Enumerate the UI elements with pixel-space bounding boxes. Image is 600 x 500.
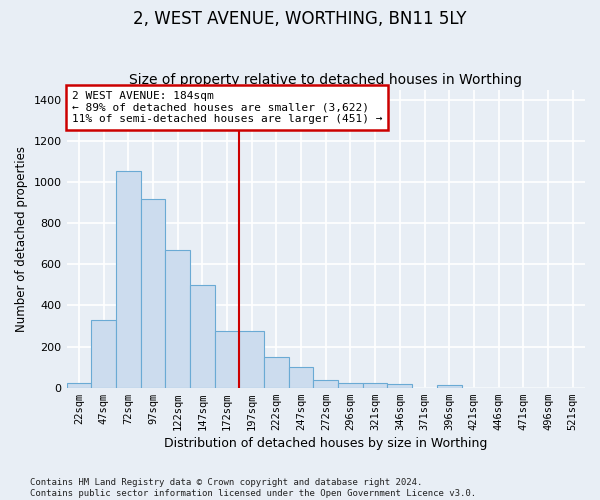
Text: 2, WEST AVENUE, WORTHING, BN11 5LY: 2, WEST AVENUE, WORTHING, BN11 5LY: [133, 10, 467, 28]
Bar: [67, 383, 91, 388]
Bar: [437, 385, 461, 388]
Bar: [190, 285, 215, 388]
Bar: [338, 382, 363, 388]
Text: 2 WEST AVENUE: 184sqm
← 89% of detached houses are smaller (3,622)
11% of semi-d: 2 WEST AVENUE: 184sqm ← 89% of detached …: [72, 91, 382, 124]
Bar: [239, 331, 264, 388]
Bar: [215, 331, 239, 388]
Bar: [313, 380, 338, 388]
Title: Size of property relative to detached houses in Worthing: Size of property relative to detached ho…: [129, 73, 522, 87]
X-axis label: Distribution of detached houses by size in Worthing: Distribution of detached houses by size …: [164, 437, 487, 450]
Bar: [388, 384, 412, 388]
Text: Contains HM Land Registry data © Crown copyright and database right 2024.
Contai: Contains HM Land Registry data © Crown c…: [30, 478, 476, 498]
Bar: [91, 320, 116, 388]
Bar: [264, 357, 289, 388]
Bar: [165, 250, 190, 388]
Bar: [116, 171, 140, 388]
Bar: [140, 198, 165, 388]
Bar: [289, 367, 313, 388]
Bar: [363, 383, 388, 388]
Y-axis label: Number of detached properties: Number of detached properties: [15, 146, 28, 332]
